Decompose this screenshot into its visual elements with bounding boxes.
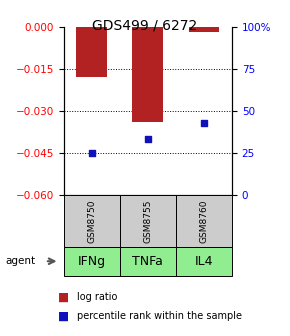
Text: IFNg: IFNg — [78, 255, 106, 268]
Text: TNFa: TNFa — [133, 255, 163, 268]
Text: agent: agent — [6, 256, 36, 266]
Bar — [188, 27, 219, 33]
Point — [146, 137, 150, 142]
Text: GSM8750: GSM8750 — [87, 199, 96, 243]
Bar — [76, 27, 107, 77]
Point — [90, 150, 94, 156]
Text: GSM8755: GSM8755 — [143, 199, 153, 243]
Text: GDS499 / 6272: GDS499 / 6272 — [93, 18, 197, 33]
Text: ■: ■ — [58, 309, 69, 322]
Text: ■: ■ — [58, 291, 69, 304]
Text: percentile rank within the sample: percentile rank within the sample — [77, 311, 242, 321]
Bar — [133, 27, 163, 122]
Text: GSM8760: GSM8760 — [200, 199, 209, 243]
Text: log ratio: log ratio — [77, 292, 117, 302]
Text: IL4: IL4 — [195, 255, 213, 268]
Point — [202, 120, 206, 125]
